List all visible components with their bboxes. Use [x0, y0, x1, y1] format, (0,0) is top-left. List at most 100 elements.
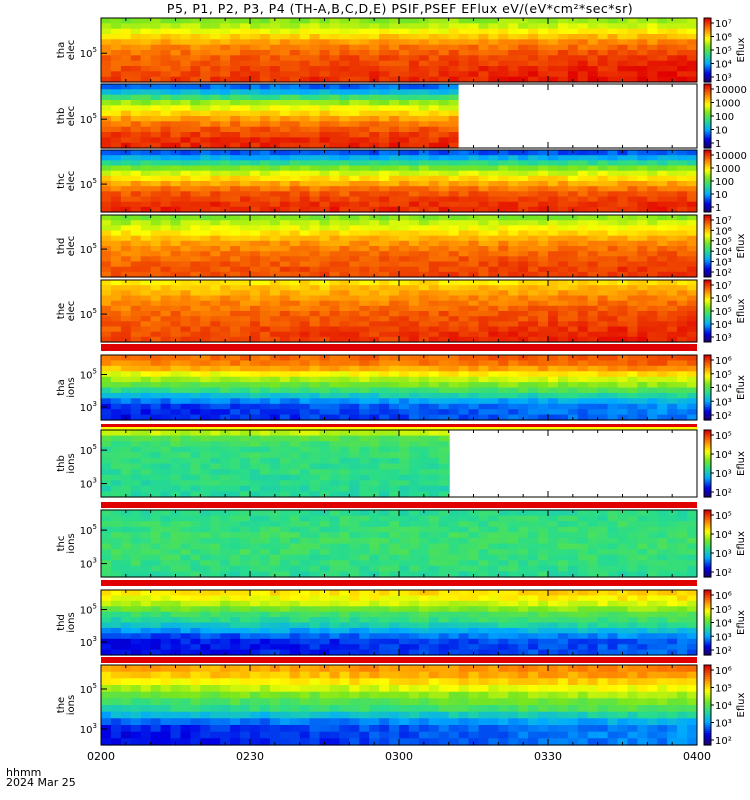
spectrogram-cell — [329, 121, 340, 128]
spectrogram-cell — [250, 150, 261, 156]
spectrogram-cell — [567, 398, 579, 405]
spectrogram-cell — [200, 116, 211, 122]
spectrogram-cell — [150, 160, 162, 167]
colorbar-step — [704, 321, 711, 324]
spectrogram-cell — [379, 331, 390, 338]
spectrogram-cell — [110, 175, 122, 182]
spectrogram-cell — [508, 28, 519, 35]
spectrogram-cell — [438, 28, 450, 35]
spectrogram-cell — [359, 94, 370, 101]
spectrogram-cell — [140, 305, 152, 312]
spectrogram-cell — [508, 326, 519, 333]
spectrogram-cell — [528, 235, 539, 242]
spectrogram-cell — [279, 39, 291, 46]
spectrogram-cell — [269, 23, 281, 30]
spectrogram-cell — [200, 18, 211, 24]
spectrogram-cell — [309, 251, 321, 257]
spectrogram-cell — [250, 126, 261, 133]
spectrogram-cell — [110, 271, 122, 278]
spectrogram-cell — [160, 39, 172, 46]
colorbar-tick-label: 10000 — [715, 85, 747, 96]
spectrogram-cell — [230, 132, 241, 138]
spectrogram-cell — [160, 191, 172, 198]
spectrogram-cell — [597, 215, 609, 221]
spectrogram-cell — [428, 336, 440, 343]
spectrogram-cell — [329, 474, 340, 481]
spectrogram-cell — [359, 371, 370, 378]
spectrogram-cell — [508, 55, 519, 62]
spectrogram-cell — [438, 100, 450, 106]
spectrogram-cell — [359, 186, 370, 192]
spectrogram-cell — [587, 414, 599, 421]
spectrogram-cell — [140, 326, 152, 333]
spectrogram-cell — [667, 326, 678, 333]
spectrogram-cell — [289, 89, 301, 96]
spectrogram-cell — [418, 256, 430, 263]
spectrogram-cell — [359, 326, 370, 333]
spectrogram-cell — [259, 142, 271, 149]
spectrogram-cell — [349, 365, 360, 372]
spectrogram-cell — [369, 251, 380, 257]
spectrogram-cell — [538, 316, 549, 322]
spectrogram-cell — [468, 201, 479, 208]
spectrogram-cell — [140, 206, 152, 213]
colorbar-tick-label: 10⁶ — [715, 356, 732, 367]
spectrogram-cell — [309, 271, 321, 278]
spectrogram-cell — [110, 382, 122, 389]
spectrogram-cell — [677, 305, 688, 312]
spectrogram-cell — [498, 206, 509, 213]
spectrogram-cell — [120, 290, 132, 297]
spectrogram-cell — [627, 336, 638, 343]
spectrogram-cell — [379, 201, 390, 208]
spectrogram-cell — [488, 371, 499, 378]
spectrogram-cell — [230, 256, 241, 263]
spectrogram-cell — [518, 155, 529, 161]
spectrogram-cell — [329, 266, 340, 273]
spectrogram-cell — [339, 126, 350, 133]
spectrogram-cell — [279, 44, 291, 51]
spectrogram-cell — [349, 235, 360, 242]
spectrogram-cell — [637, 175, 648, 182]
spectrogram-cell — [597, 261, 609, 268]
spectrogram-cell — [299, 89, 311, 96]
spectrogram-cell — [667, 160, 678, 167]
spectrogram-cell — [349, 170, 360, 177]
spectrogram-cell — [399, 175, 410, 182]
spectrogram-cell — [349, 84, 360, 90]
spectrogram-cell — [508, 220, 519, 226]
spectrogram-cell — [438, 126, 450, 133]
spectrogram-cell — [200, 84, 211, 90]
spectrogram-cell — [637, 170, 648, 177]
spectrogram-cell — [190, 71, 201, 78]
spectrogram-cell — [110, 34, 122, 40]
spectrogram-cell — [657, 206, 668, 213]
spectrogram-cell — [299, 365, 311, 372]
spectrogram-cell — [120, 371, 132, 378]
spectrogram-cell — [220, 305, 231, 312]
spectrogram-cell — [240, 100, 251, 106]
spectrogram-cell — [190, 474, 201, 481]
spectrogram-cell — [319, 469, 330, 476]
spectrogram-cell — [657, 246, 668, 252]
spectrogram-cell — [220, 126, 231, 133]
colorbar-step — [704, 379, 711, 382]
spectrogram-cell — [339, 186, 350, 192]
spectrogram-cell — [309, 403, 321, 410]
spectrogram-cell — [438, 246, 450, 252]
spectrogram-cell — [577, 181, 589, 187]
spectrogram-cell — [557, 326, 569, 333]
spectrogram-cell — [210, 326, 221, 333]
spectrogram-cell — [289, 403, 301, 410]
spectrogram-cell — [548, 55, 559, 62]
colorbar-step — [704, 100, 711, 103]
spectrogram-cell — [200, 331, 211, 338]
spectrogram-cell — [349, 355, 360, 361]
spectrogram-cell — [389, 206, 400, 213]
spectrogram-cell — [528, 186, 539, 192]
spectrogram-cell — [200, 155, 211, 161]
spectrogram-cell — [677, 71, 688, 78]
spectrogram-cell — [230, 100, 241, 106]
spectrogram-cell — [389, 300, 400, 307]
spectrogram-cell — [160, 365, 172, 372]
